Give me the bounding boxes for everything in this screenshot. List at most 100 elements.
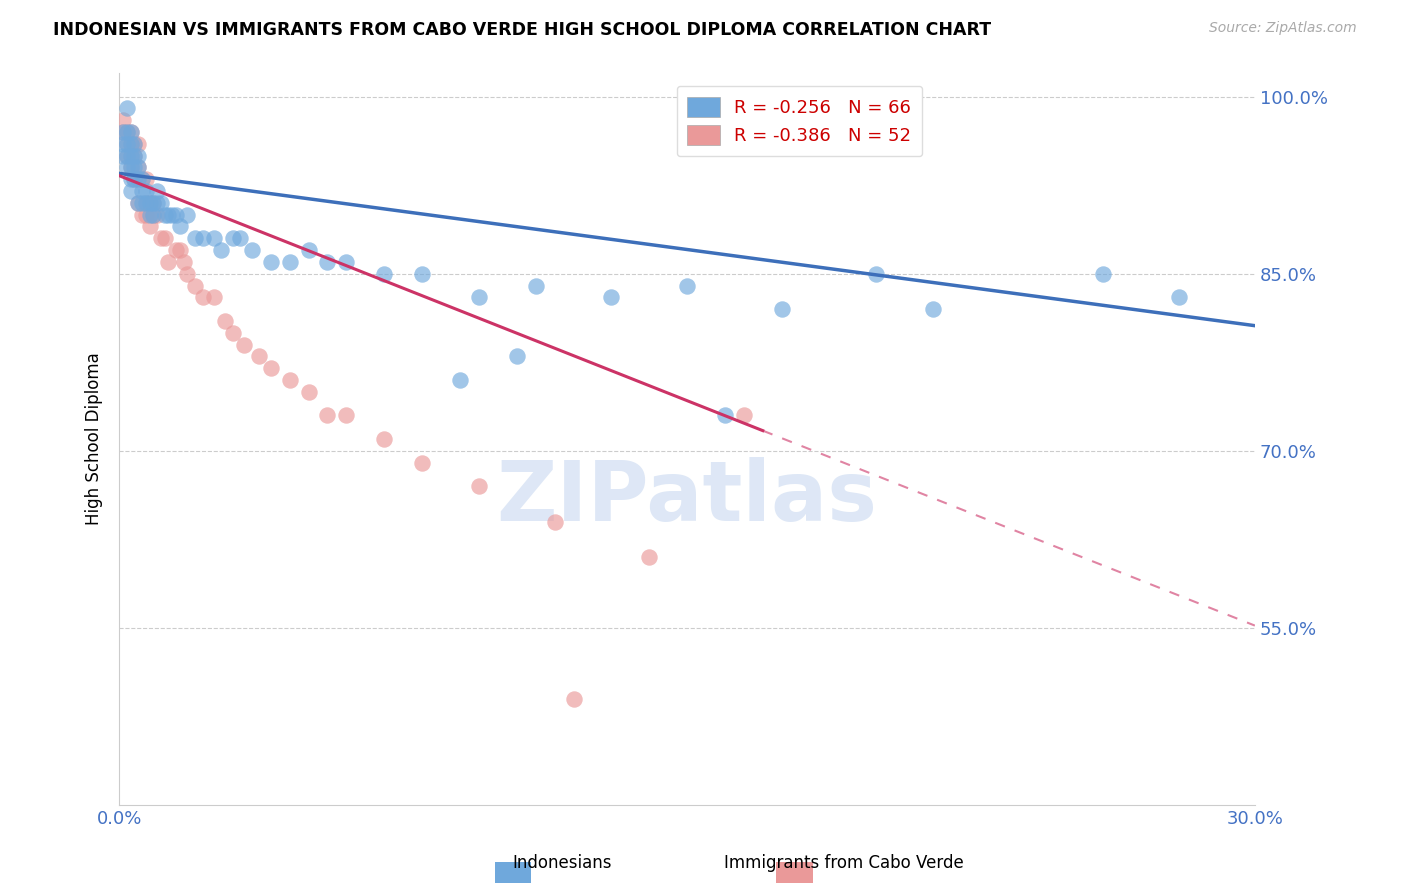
Point <box>127 195 149 210</box>
Point <box>131 172 153 186</box>
Point <box>112 136 135 151</box>
Point <box>138 195 160 210</box>
Point <box>115 125 138 139</box>
Point <box>191 290 214 304</box>
Point <box>191 231 214 245</box>
Point <box>468 479 491 493</box>
Point <box>169 243 191 257</box>
Point <box>184 278 207 293</box>
Point <box>153 208 176 222</box>
Point <box>135 208 157 222</box>
Text: ZIPatlas: ZIPatlas <box>496 457 877 538</box>
Point <box>865 267 887 281</box>
Point <box>146 208 169 222</box>
Point <box>112 125 135 139</box>
Point <box>297 243 319 257</box>
Point <box>240 243 263 257</box>
Point <box>115 148 138 162</box>
Point <box>124 148 146 162</box>
Point <box>115 102 138 116</box>
Point <box>131 172 153 186</box>
Point <box>138 195 160 210</box>
Point <box>169 219 191 234</box>
Point <box>176 208 198 222</box>
Point <box>543 515 565 529</box>
Point <box>184 231 207 245</box>
Point <box>142 208 165 222</box>
Point <box>316 409 339 423</box>
Point <box>124 148 146 162</box>
Point <box>127 195 149 210</box>
Point <box>260 361 283 376</box>
Point <box>120 172 142 186</box>
Point <box>124 136 146 151</box>
Point <box>714 409 737 423</box>
Point <box>120 136 142 151</box>
Point <box>173 255 195 269</box>
Point <box>165 208 187 222</box>
Point <box>149 231 172 245</box>
Point <box>222 326 245 340</box>
Point <box>120 161 142 175</box>
Point <box>373 432 395 446</box>
Point <box>202 231 225 245</box>
Point <box>124 172 146 186</box>
Point <box>124 136 146 151</box>
Point <box>127 161 149 175</box>
Point <box>211 243 233 257</box>
Point <box>120 184 142 198</box>
Point <box>131 184 153 198</box>
Point <box>149 195 172 210</box>
Point <box>124 161 146 175</box>
Text: INDONESIAN VS IMMIGRANTS FROM CABO VERDE HIGH SCHOOL DIPLOMA CORRELATION CHART: INDONESIAN VS IMMIGRANTS FROM CABO VERDE… <box>53 21 991 39</box>
Point <box>524 278 547 293</box>
Point <box>115 148 138 162</box>
Point <box>138 208 160 222</box>
Text: Immigrants from Cabo Verde: Immigrants from Cabo Verde <box>724 855 963 872</box>
Point <box>115 161 138 175</box>
Point <box>922 302 945 317</box>
Point <box>131 195 153 210</box>
Point <box>162 208 184 222</box>
Point <box>146 184 169 198</box>
Point <box>229 231 252 245</box>
Point <box>120 148 142 162</box>
Point <box>120 125 142 139</box>
Point <box>127 172 149 186</box>
Point <box>600 290 623 304</box>
Point <box>233 337 256 351</box>
Point <box>214 314 236 328</box>
Point <box>131 208 153 222</box>
Point <box>138 219 160 234</box>
Legend: R = -0.256   N = 66, R = -0.386   N = 52: R = -0.256 N = 66, R = -0.386 N = 52 <box>676 86 922 156</box>
Point <box>176 267 198 281</box>
Point <box>411 456 433 470</box>
Point <box>127 136 149 151</box>
Text: Indonesians: Indonesians <box>513 855 612 872</box>
Point <box>260 255 283 269</box>
Point <box>142 195 165 210</box>
Point <box>112 113 135 128</box>
Point <box>676 278 699 293</box>
Point <box>1092 267 1115 281</box>
Point <box>562 691 585 706</box>
Point <box>770 302 793 317</box>
Point <box>146 195 169 210</box>
Text: Source: ZipAtlas.com: Source: ZipAtlas.com <box>1209 21 1357 36</box>
Point <box>411 267 433 281</box>
Point <box>120 161 142 175</box>
Point <box>135 172 157 186</box>
Point <box>127 148 149 162</box>
Point <box>135 195 157 210</box>
Point <box>127 161 149 175</box>
Point <box>142 208 165 222</box>
Point <box>506 350 529 364</box>
Point <box>115 125 138 139</box>
Point <box>135 184 157 198</box>
Y-axis label: High School Diploma: High School Diploma <box>86 352 103 525</box>
Point <box>1168 290 1191 304</box>
Point <box>115 136 138 151</box>
Point <box>165 243 187 257</box>
Point <box>278 373 301 387</box>
Point <box>120 125 142 139</box>
